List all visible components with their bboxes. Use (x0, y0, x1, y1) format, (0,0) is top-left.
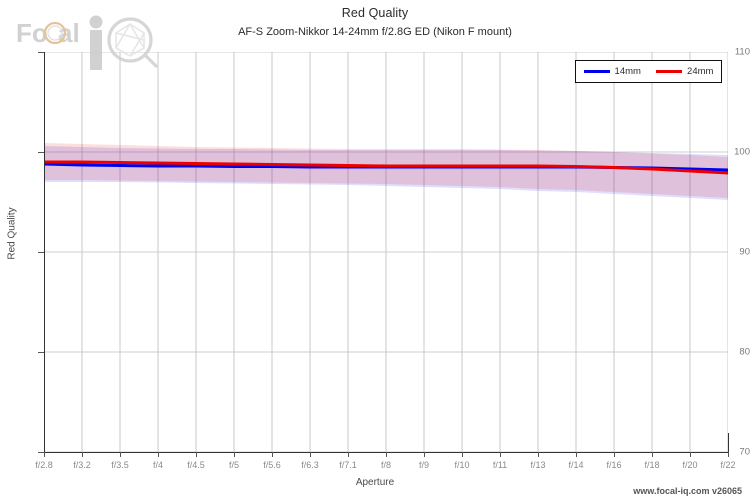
footer-attribution: www.focal-iq.com v26065 (633, 486, 742, 496)
x-tick-mark (386, 452, 387, 457)
legend-label-24mm: 24mm (687, 66, 714, 77)
y-tick-mark (38, 152, 44, 153)
x-tick-mark (310, 452, 311, 457)
x-tick-label: f/11 (492, 460, 508, 470)
x-tick-label: f/4 (152, 460, 164, 470)
y-tick-label: 70 (739, 446, 750, 458)
x-tick-label: f/10 (454, 460, 470, 470)
legend-label-14mm: 14mm (614, 66, 641, 77)
x-tick-label: f/5 (228, 460, 240, 470)
legend-swatch-14mm (583, 70, 610, 73)
y-tick-mark (38, 252, 44, 253)
plot-right-border (728, 433, 729, 452)
x-tick-mark (652, 452, 653, 457)
x-tick-label: f/7.1 (339, 460, 357, 470)
x-tick-label: f/16 (606, 460, 622, 470)
y-tick-mark (38, 352, 44, 353)
x-gridlines (44, 52, 728, 452)
plot-area (44, 52, 728, 452)
x-tick-label: f/4.5 (187, 460, 205, 470)
plot-svg (44, 52, 728, 452)
x-tick-mark (424, 452, 425, 457)
x-tick-mark (576, 452, 577, 457)
y-tick-label: 90 (739, 246, 750, 258)
x-tick-label: f/8 (380, 460, 392, 470)
x-tick-mark (272, 452, 273, 457)
x-tick-mark (538, 452, 539, 457)
x-tick-mark (500, 452, 501, 457)
chart-title: Red Quality (341, 6, 409, 20)
x-tick-mark (728, 452, 729, 457)
x-tick-mark (614, 452, 615, 457)
x-tick-mark (44, 452, 45, 457)
chart-subtitle: AF-S Zoom-Nikkor 14-24mm f/2.8G ED (Niko… (238, 26, 512, 38)
x-tick-label: f/13 (530, 460, 546, 470)
y-tick-label: 100 (734, 146, 750, 158)
x-tick-mark (234, 452, 235, 457)
x-tick-label: f/5.6 (263, 460, 281, 470)
legend-item-14mm[interactable]: 14mm (583, 66, 641, 77)
y-tick-label: 110 (734, 46, 750, 58)
legend-item-24mm[interactable]: 24mm (656, 66, 713, 77)
legend-swatch-24mm (656, 70, 683, 73)
x-tick-mark (196, 452, 197, 457)
data-series-lines (44, 160, 728, 175)
x-tick-mark (82, 452, 83, 457)
y-tick-mark (38, 52, 44, 53)
x-tick-mark (462, 452, 463, 457)
x-tick-label: f/3.5 (111, 460, 129, 470)
x-tick-mark (158, 452, 159, 457)
x-tick-label: f/6.3 (301, 460, 319, 470)
x-tick-label: f/18 (644, 460, 660, 470)
y-tick-mark (38, 452, 44, 453)
x-tick-label: f/3.2 (73, 460, 91, 470)
x-tick-label: f/2.8 (35, 460, 53, 470)
chart-legend[interactable]: 14mm 24mm (575, 60, 722, 83)
confidence-bands (44, 143, 728, 200)
x-tick-mark (348, 452, 349, 457)
y-tick-label: 80 (739, 346, 750, 358)
x-axis-label: Aperture (355, 477, 395, 488)
x-tick-label: f/9 (418, 460, 430, 470)
y-axis-label: Red Quality (6, 207, 18, 260)
x-tick-label: f/22 (720, 460, 736, 470)
y-axis-line (44, 52, 45, 452)
x-tick-label: f/14 (568, 460, 584, 470)
x-tick-label: f/20 (682, 460, 698, 470)
x-tick-mark (690, 452, 691, 457)
x-tick-mark (120, 452, 121, 457)
